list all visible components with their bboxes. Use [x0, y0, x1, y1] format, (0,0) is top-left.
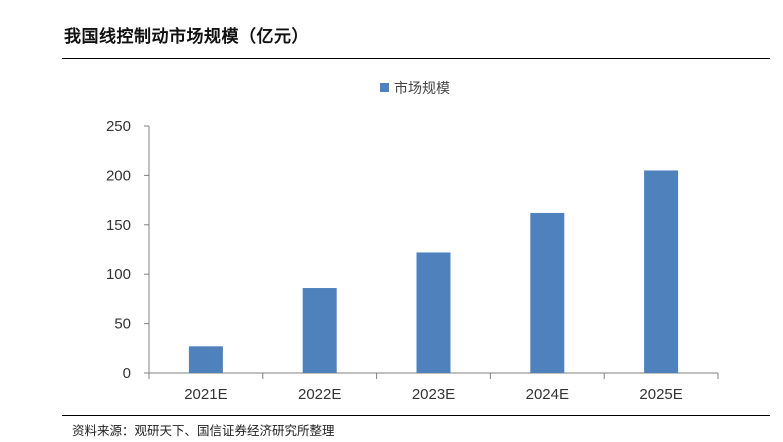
source-divider: [62, 415, 770, 416]
y-tick-label: 250: [106, 118, 131, 135]
x-tick-label: 2024E: [526, 386, 569, 403]
bar-2023E: [416, 252, 451, 373]
x-tick-label: 2021E: [184, 386, 227, 403]
page-title: 我国线控制动市场规模（亿元）: [64, 27, 309, 47]
title-divider: [62, 58, 770, 59]
x-tick-label: 2025E: [639, 386, 682, 403]
source-note: 资料来源：观研天下、国信证券经济研究所整理: [72, 423, 335, 438]
y-tick-label: 0: [123, 365, 131, 382]
y-tick-label: 150: [106, 217, 131, 234]
bar-2025E: [644, 170, 679, 373]
legend-swatch: [380, 83, 389, 92]
x-tick-label: 2023E: [412, 386, 455, 403]
x-tick-label: 2022E: [298, 386, 341, 403]
bar-2024E: [530, 212, 565, 373]
bar-2022E: [302, 288, 337, 373]
bar-2021E: [188, 346, 223, 373]
y-tick-label: 100: [106, 266, 131, 283]
y-tick-label: 200: [106, 167, 131, 184]
y-tick-label: 50: [114, 316, 131, 333]
legend: 市场规模: [380, 80, 450, 97]
legend-label: 市场规模: [394, 80, 450, 97]
